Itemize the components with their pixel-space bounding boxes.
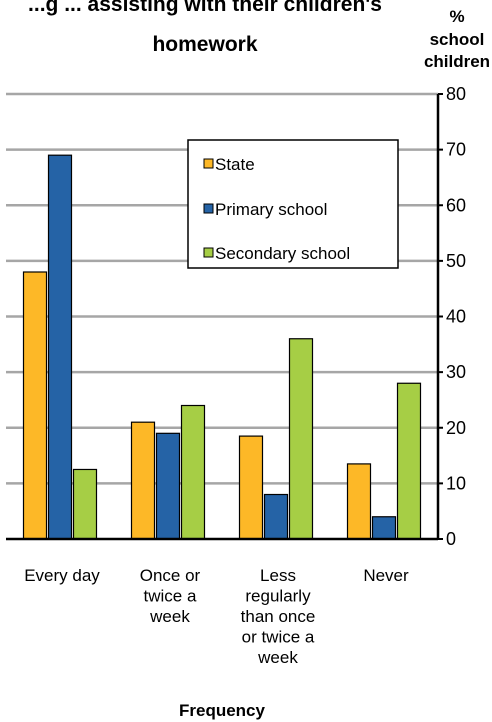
y-axis-label-line-2: school — [430, 30, 485, 49]
bar-primary-school — [155, 432, 181, 540]
y-tick-label: 0 — [446, 529, 456, 549]
x-category-label: Once or — [140, 566, 201, 585]
chart-title-line-2: homework — [152, 33, 257, 56]
x-category-label: week — [149, 607, 190, 626]
bar-secondary-school — [180, 404, 206, 540]
y-tick-label: 80 — [446, 84, 466, 104]
legend-swatch — [203, 203, 214, 214]
bar-primary-school — [263, 493, 289, 540]
x-category-label: Never — [363, 566, 409, 585]
y-tick-label: 50 — [446, 251, 466, 271]
x-category-label: than once — [241, 607, 316, 626]
bar-state — [346, 463, 372, 540]
bar-state — [130, 421, 156, 540]
legend-box — [187, 139, 399, 269]
legend: State Primary school Secondary school — [187, 139, 399, 269]
chart-title: ...g ... assisting with their children's… — [28, 0, 382, 56]
bar-secondary-school — [72, 468, 98, 540]
legend-label: State — [215, 155, 255, 174]
y-tick-label: 20 — [446, 418, 466, 438]
chart-title-line-1: ...g ... assisting with their children's — [28, 0, 382, 16]
x-category-label: Every day — [24, 566, 100, 585]
legend-swatch — [203, 158, 214, 169]
axes — [6, 93, 443, 541]
y-tick-label: 30 — [446, 362, 466, 382]
y-axis-label-line-1: % — [449, 7, 464, 26]
y-axis-label: % school children — [424, 7, 490, 71]
bar-secondary-school — [288, 338, 314, 540]
x-category-label: Less — [260, 566, 296, 585]
x-category-label: or twice a — [242, 628, 315, 647]
legend-swatch — [203, 247, 214, 258]
bar-primary-school — [371, 516, 397, 540]
legend-label: Secondary school — [215, 244, 350, 263]
bar-state — [238, 435, 264, 540]
y-tick-label: 70 — [446, 140, 466, 160]
y-tick-label: 40 — [446, 307, 466, 327]
y-axis-label-line-3: children — [424, 52, 490, 71]
bar-primary-school — [47, 154, 73, 540]
y-tick-label: 10 — [446, 473, 466, 493]
x-category-label: week — [257, 648, 298, 667]
legend-label: Primary school — [215, 200, 327, 219]
bar-state — [22, 271, 48, 540]
x-category-label: twice a — [144, 587, 197, 606]
x-category-label: regularly — [245, 587, 311, 606]
x-axis-label: Frequency — [179, 701, 266, 720]
y-tick-labels: 0 10 20 30 40 50 60 70 80 — [446, 84, 466, 549]
y-tick-label: 60 — [446, 195, 466, 215]
bar-secondary-school — [396, 382, 422, 540]
